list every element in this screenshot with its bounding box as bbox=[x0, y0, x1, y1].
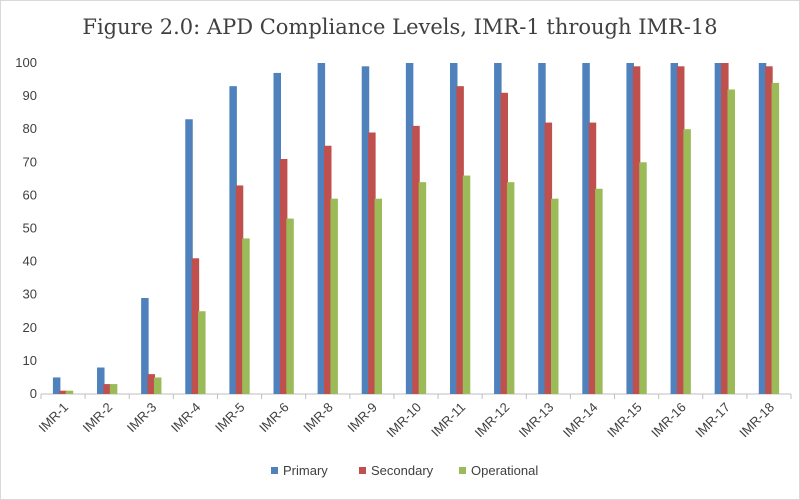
bar-secondary-imr-6 bbox=[279, 158, 288, 394]
x-tick-label: IMR-14 bbox=[560, 400, 601, 441]
x-tick-label: IMR-13 bbox=[516, 400, 557, 441]
bar-secondary-imr-5 bbox=[235, 185, 244, 394]
x-tick-label: IMR-2 bbox=[80, 400, 116, 436]
bar-operational-imr-18 bbox=[771, 82, 780, 395]
bar-operational-imr-4 bbox=[198, 311, 206, 394]
bar-secondary-imr-13 bbox=[544, 122, 553, 394]
x-tick-label: IMR-3 bbox=[124, 400, 160, 436]
bar-primary-imr-6 bbox=[273, 72, 281, 395]
bar-primary-imr-10 bbox=[405, 63, 414, 394]
bar-primary-imr-3 bbox=[141, 298, 149, 394]
legend-label-secondary: Secondary bbox=[371, 463, 434, 478]
x-tick-label: IMR-6 bbox=[256, 400, 292, 436]
y-tick-label: 10 bbox=[23, 353, 37, 368]
x-tick-label: IMR-8 bbox=[300, 400, 336, 436]
bar-primary-imr-12 bbox=[494, 63, 502, 394]
bar-primary-imr-4 bbox=[185, 119, 193, 395]
x-tick-label: IMR-18 bbox=[736, 400, 777, 441]
bar-secondary-imr-2 bbox=[103, 384, 111, 394]
bar-operational-imr-17 bbox=[727, 89, 735, 394]
bar-secondary-imr-9 bbox=[368, 132, 376, 394]
bar-operational-imr-6 bbox=[286, 218, 294, 394]
bar-secondary-imr-18 bbox=[765, 66, 773, 394]
bar-primary-imr-18 bbox=[758, 63, 767, 394]
bar-operational-imr-5 bbox=[242, 238, 250, 394]
legend: Primary Secondary Operational bbox=[271, 463, 538, 478]
y-tick-label: 80 bbox=[23, 121, 37, 136]
bar-operational-imr-3 bbox=[153, 377, 162, 394]
bar-operational-imr-12 bbox=[506, 182, 515, 394]
bar-secondary-imr-14 bbox=[588, 122, 597, 394]
y-tick-label: 100 bbox=[15, 55, 37, 70]
bar-operational-imr-11 bbox=[462, 175, 471, 394]
x-tick-label: IMR-9 bbox=[344, 400, 380, 436]
bar-secondary-imr-11 bbox=[456, 86, 464, 395]
legend-swatch-secondary bbox=[359, 467, 366, 474]
x-tick-label: IMR-17 bbox=[692, 400, 733, 441]
bars bbox=[52, 63, 780, 395]
y-tick-label: 20 bbox=[23, 320, 37, 335]
bar-operational-imr-8 bbox=[330, 198, 338, 394]
bar-secondary-imr-3 bbox=[147, 374, 156, 394]
x-tick-label: IMR-15 bbox=[604, 400, 645, 441]
y-tick-label: 90 bbox=[23, 88, 37, 103]
bar-secondary-imr-15 bbox=[632, 66, 641, 394]
bar-secondary-imr-16 bbox=[676, 66, 685, 394]
x-tick-label: IMR-1 bbox=[36, 400, 72, 436]
bar-primary-imr-17 bbox=[714, 63, 723, 394]
bar-operational-imr-15 bbox=[639, 162, 647, 394]
legend-swatch-operational bbox=[459, 467, 466, 474]
bar-primary-imr-11 bbox=[449, 63, 458, 394]
y-tick-label: 40 bbox=[23, 254, 37, 269]
bar-secondary-imr-1 bbox=[59, 390, 67, 394]
bar-operational-imr-14 bbox=[595, 188, 603, 394]
chart-title: Figure 2.0: APD Compliance Levels, IMR-1… bbox=[82, 15, 718, 39]
bar-primary-imr-8 bbox=[317, 63, 326, 394]
x-tick-label: IMR-5 bbox=[212, 400, 248, 436]
bar-primary-imr-13 bbox=[538, 63, 546, 394]
legend-label-primary: Primary bbox=[283, 463, 328, 478]
bar-secondary-imr-10 bbox=[412, 125, 420, 394]
bar-operational-imr-9 bbox=[374, 198, 383, 394]
x-tick-label: IMR-12 bbox=[472, 400, 513, 441]
y-tick-label: 0 bbox=[30, 386, 37, 401]
bar-primary-imr-9 bbox=[361, 66, 370, 394]
y-tick-label: 70 bbox=[23, 154, 37, 169]
y-tick-label: 60 bbox=[23, 187, 37, 202]
x-tick-label: IMR-11 bbox=[428, 400, 468, 440]
bar-operational-imr-13 bbox=[551, 198, 559, 394]
x-tick-label: IMR-16 bbox=[648, 400, 689, 441]
bar-primary-imr-14 bbox=[582, 63, 590, 394]
bar-primary-imr-1 bbox=[52, 377, 61, 394]
x-tick-label: IMR-4 bbox=[168, 400, 204, 436]
legend-swatch-primary bbox=[271, 467, 278, 474]
x-tick-label: IMR-10 bbox=[383, 400, 424, 441]
bar-primary-imr-16 bbox=[670, 63, 679, 394]
bar-secondary-imr-8 bbox=[324, 145, 332, 394]
y-tick-label: 30 bbox=[23, 287, 37, 302]
bar-primary-imr-2 bbox=[97, 367, 105, 394]
bar-operational-imr-2 bbox=[109, 384, 118, 394]
legend-label-operational: Operational bbox=[471, 463, 538, 478]
bar-secondary-imr-4 bbox=[191, 258, 200, 394]
bar-operational-imr-1 bbox=[65, 390, 74, 394]
y-tick-label: 50 bbox=[23, 221, 37, 236]
bar-operational-imr-16 bbox=[683, 129, 691, 394]
bar-primary-imr-15 bbox=[626, 63, 634, 394]
bar-primary-imr-5 bbox=[229, 86, 237, 395]
bar-operational-imr-10 bbox=[418, 182, 427, 394]
bar-secondary-imr-17 bbox=[721, 63, 729, 394]
bar-secondary-imr-12 bbox=[500, 92, 508, 394]
